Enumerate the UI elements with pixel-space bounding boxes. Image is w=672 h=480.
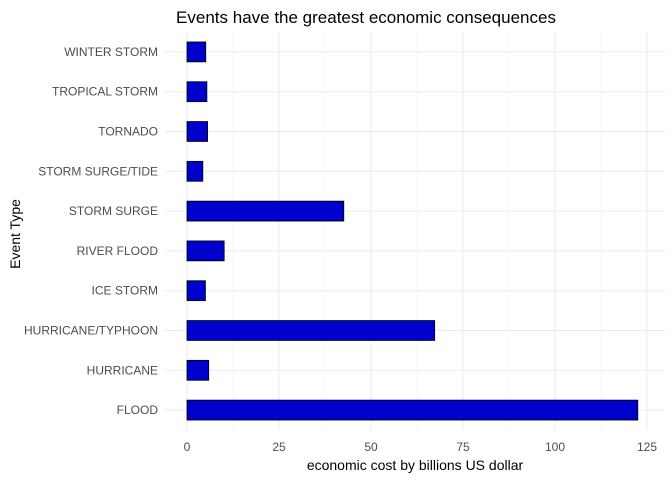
y-tick-label: STORM SURGE/TIDE xyxy=(38,164,158,178)
x-tick-label: 25 xyxy=(272,440,286,454)
y-tick-label: HURRICANE xyxy=(87,363,158,377)
bar xyxy=(186,320,436,341)
bars xyxy=(186,41,639,421)
bar xyxy=(186,399,639,421)
y-axis-title: Event Type xyxy=(7,199,23,269)
grid xyxy=(165,32,665,430)
y-tick-label: STORM SURGE xyxy=(69,204,158,218)
y-tick-label: ICE STORM xyxy=(92,284,158,298)
bar xyxy=(186,41,207,63)
bar xyxy=(186,160,204,182)
bar xyxy=(186,81,208,103)
y-tick-label: TORNADO xyxy=(98,125,158,139)
x-tick-label: 125 xyxy=(637,440,657,454)
y-tick-labels: FLOOD HURRICANE HURRICANE/TYPHOON ICE STORM… xyxy=(24,45,158,417)
bar xyxy=(186,200,345,222)
y-tick-label: FLOOD xyxy=(117,403,159,417)
y-tick-label: WINTER STORM xyxy=(64,45,158,59)
x-tick-label: 50 xyxy=(364,440,378,454)
x-tick-label: 75 xyxy=(456,440,470,454)
x-tick-label: 100 xyxy=(545,440,565,454)
bar xyxy=(186,121,209,142)
y-tick-label: TROPICAL STORM xyxy=(52,85,158,99)
bar xyxy=(186,359,210,381)
x-axis-title: economic cost by billions US dollar xyxy=(307,457,524,473)
x-tick-labels: 0 25 50 75 100 125 xyxy=(184,440,658,454)
bar xyxy=(186,240,225,262)
chart-title: Events have the greatest economic conseq… xyxy=(176,8,556,27)
bar xyxy=(186,280,206,302)
x-tick-label: 0 xyxy=(184,440,191,454)
y-tick-label: HURRICANE/TYPHOON xyxy=(24,324,158,338)
y-tick-label: RIVER FLOOD xyxy=(77,244,159,258)
